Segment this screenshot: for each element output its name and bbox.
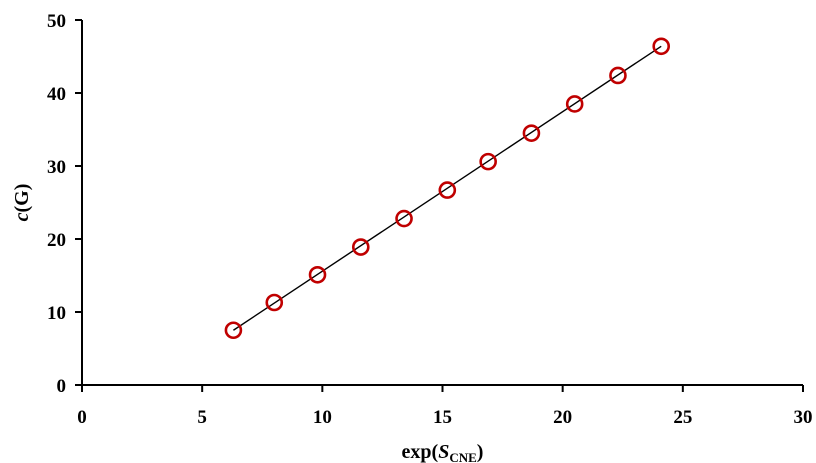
x-axis-title-subscript: CNE: [449, 450, 476, 463]
x-axis-title-italic: S: [438, 441, 449, 463]
x-axis-title: exp(SCNE): [402, 441, 484, 463]
axes: [81, 20, 803, 386]
fit-line-group: [233, 45, 662, 331]
data-point: [395, 209, 413, 228]
data-point: [308, 265, 327, 284]
y-axis-ticks: 0 10 20 30 40 50: [47, 11, 82, 397]
x-tick-label: 5: [197, 407, 207, 428]
data-points: [224, 37, 671, 340]
y-axis-title-italic: c: [11, 212, 33, 221]
data-point: [652, 37, 671, 56]
y-tick-label: 0: [57, 376, 67, 397]
data-point: [522, 124, 541, 142]
y-tick-label: 30: [47, 157, 66, 178]
data-point: [224, 321, 243, 340]
x-tick-label: 10: [313, 407, 332, 428]
x-tick-label: 25: [673, 407, 692, 428]
y-tick-label: 40: [47, 84, 66, 105]
y-tick-label: 10: [47, 303, 66, 324]
y-axis-title-suffix: (G): [11, 184, 33, 213]
x-tick-label: 15: [433, 407, 452, 428]
data-point: [479, 152, 497, 171]
x-axis-ticks: 0 5 10 15 20 25 30: [77, 385, 813, 428]
x-axis-title-suffix: ): [477, 441, 484, 463]
y-tick-label: 50: [47, 11, 66, 32]
data-point: [438, 181, 457, 199]
y-axis-title: c(G): [11, 184, 33, 222]
data-point: [265, 293, 284, 312]
fit-line: [233, 45, 662, 331]
data-point: [609, 66, 627, 85]
data-point: [565, 95, 584, 113]
data-point: [351, 238, 370, 256]
x-axis-title-prefix: exp(: [402, 441, 439, 463]
x-tick-label: 20: [553, 407, 572, 428]
x-tick-label: 30: [794, 407, 813, 428]
x-tick-label: 0: [77, 407, 87, 428]
y-tick-label: 20: [47, 230, 66, 251]
